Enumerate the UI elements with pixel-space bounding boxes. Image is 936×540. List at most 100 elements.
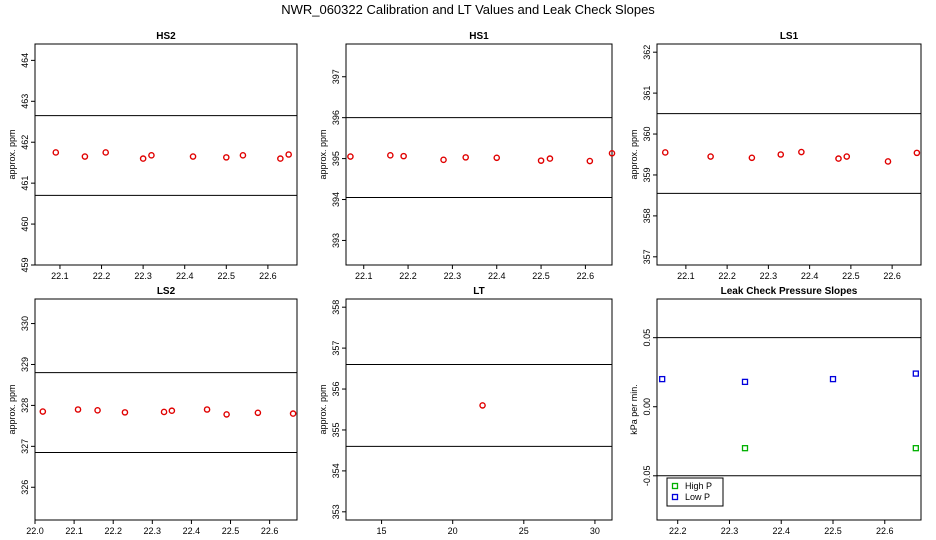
data-point [254,409,262,417]
plot-frame [34,43,298,266]
x-tick-label: 22.2 [669,526,687,536]
y-tick-label: 357 [331,341,341,356]
data-point [223,154,230,161]
data-point [400,152,407,160]
y-tick-label: 359 [642,167,652,182]
x-tick-label: 22.2 [399,271,417,281]
x-tick-label: 22.1 [65,526,83,536]
x-tick-label: 22.5 [824,526,842,536]
x-tick-label: 22.3 [760,271,778,281]
panel-title: Leak Check Pressure Slopes [721,286,858,297]
data-point [479,402,486,409]
x-tick-label: 22.6 [261,526,279,536]
y-axis-label: approx. ppm [7,384,17,434]
y-tick-label: 464 [20,53,30,68]
data-point [741,378,749,386]
data-point [546,155,554,162]
panel-title: LS1 [780,31,799,42]
y-tick-label: 393 [331,233,341,248]
panel-title: LT [473,286,484,297]
x-tick-label: 22.2 [104,526,122,536]
data-point [94,407,101,414]
x-tick-label: 22.5 [218,271,236,281]
x-tick-label: 22.1 [677,271,695,281]
y-tick-label: 326 [20,480,30,495]
y-tick-label: 358 [642,208,652,223]
data-point [440,156,447,164]
x-tick-label: 22.6 [876,526,894,536]
figure-title: NWR_060322 Calibration and LT Values and… [281,2,655,17]
data-point [707,153,714,160]
legend-marker [671,482,679,490]
data-point [277,155,284,162]
data-point [748,154,756,162]
chart-panel-1: HS1 22.1 22.2 22.3 22.4 22.5 22.6 393 394 395 396 3… [318,31,616,281]
y-axis-label: approx. ppm [318,384,328,434]
legend-box [666,477,724,507]
y-tick-label: 354 [331,463,341,478]
data-point [203,406,211,413]
y-tick-label: 360 [642,127,652,142]
x-tick-label: 22.3 [721,526,739,536]
x-tick-label: 22.4 [176,271,194,281]
x-tick-label: 22.5 [532,271,550,281]
data-point [462,154,470,161]
y-tick-label: 0.05 [642,329,652,347]
data-point [661,149,669,156]
data-point [829,375,837,383]
chart-panel-3: LS2 22.0 22.1 22.2 22.3 22.4 22.5 22.6 326 327 328… [7,286,298,536]
y-tick-label: 396 [331,110,341,125]
y-tick-label: 461 [20,176,30,191]
x-tick-label: 22.0 [26,526,44,536]
data-point [189,153,197,160]
data-point [74,406,82,413]
chart-panel-5: Leak Check Pressure Slopes 22.2 22.3 22.4 22… [629,286,922,536]
data-point [285,151,292,158]
y-axis-label: kPa per min. [629,384,639,435]
x-tick-label: 22.5 [842,271,860,281]
data-point [843,153,851,160]
y-axis-label: approx. ppm [7,129,17,179]
panel-title: HS2 [156,31,176,42]
y-tick-label: 460 [20,217,30,232]
x-tick-label: 22.4 [772,526,790,536]
x-tick-label: 22.6 [577,271,595,281]
y-tick-label: 356 [331,382,341,397]
y-axis-label: approx. ppm [629,129,639,179]
y-tick-label: 459 [20,257,30,272]
data-point [239,152,247,159]
data-point [289,410,297,417]
data-point [387,152,394,159]
data-point [608,149,616,157]
plot-frame [345,43,613,266]
x-tick-label: 22.5 [222,526,240,536]
data-point [912,370,919,377]
x-tick-label: 22.4 [183,526,201,536]
plot-frame [34,298,298,521]
x-tick-label: 22.6 [883,271,901,281]
y-tick-label: 328 [20,398,30,413]
data-point [835,155,842,162]
y-tick-label: 358 [331,300,341,315]
legend-label: High P [685,481,712,491]
legend-label: Low P [685,492,710,502]
x-tick-label: 15 [377,526,387,536]
chart-panel-0: HS2 22.1 22.2 22.3 22.4 22.5 22.6 459 460 461 462 4… [7,31,298,281]
data-point [81,153,89,160]
x-tick-label: 22.2 [93,271,111,281]
data-point [912,445,919,452]
x-tick-label: 22.3 [134,271,152,281]
data-point [168,407,176,415]
panel-title: LS2 [157,286,176,297]
plot-frame [345,298,613,521]
plot-frame [656,43,922,266]
data-point [139,155,147,162]
data-point [148,152,155,159]
x-tick-label: 22.4 [488,271,506,281]
y-tick-label: 362 [642,45,652,60]
y-axis-label: approx. ppm [318,129,328,179]
data-point [537,157,545,164]
y-tick-label: 0.00 [642,398,652,416]
data-point [659,375,666,383]
